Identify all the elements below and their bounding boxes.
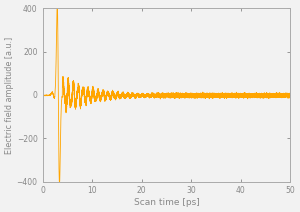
X-axis label: Scan time [ps]: Scan time [ps] [134, 198, 199, 207]
Y-axis label: Electric field amplitude [a.u.]: Electric field amplitude [a.u.] [5, 36, 14, 153]
